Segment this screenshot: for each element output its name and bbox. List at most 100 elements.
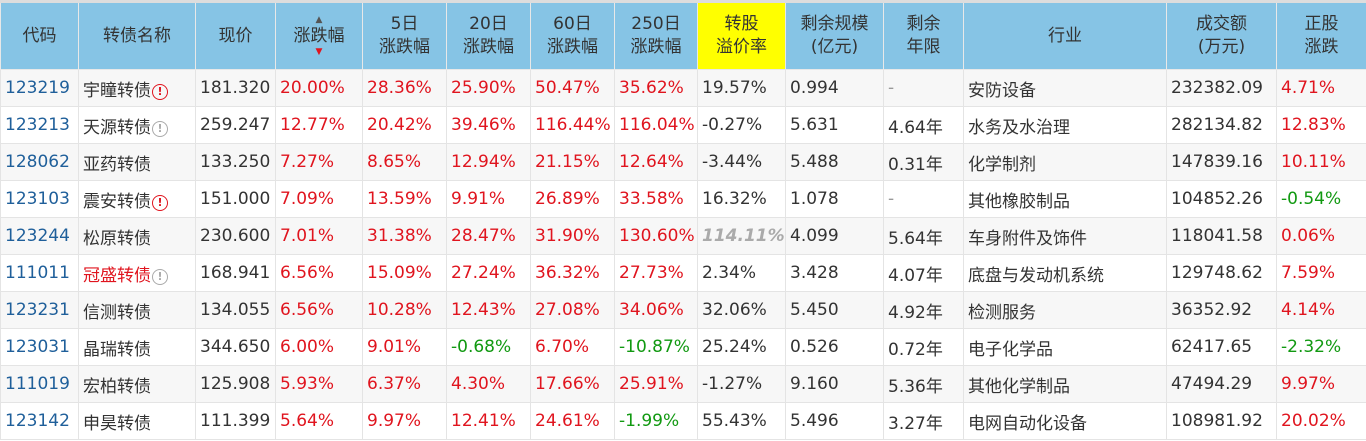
col-5d[interactable]: 5日 涨跌幅	[362, 1, 447, 70]
change-250d: 27.73%	[614, 254, 698, 292]
price: 259.247	[195, 106, 276, 144]
col-change[interactable]: ▲ 涨跌幅 ▼	[275, 1, 363, 70]
bond-code[interactable]: 123231	[0, 291, 79, 329]
table-row[interactable]: 123244 松原转债 230.600 7.01% 31.38% 28.47% 31.90%…	[0, 217, 1366, 255]
col-industry[interactable]: 行业	[963, 1, 1167, 70]
label: 成交额	[1196, 14, 1247, 34]
warning-icon[interactable]: !	[152, 120, 168, 137]
volume: 232382.09	[1166, 69, 1277, 107]
remaining-years: 0.72年	[883, 328, 964, 366]
bond-name-cell[interactable]: 冠盛转债!	[78, 254, 196, 292]
price: 230.600	[195, 217, 276, 255]
bond-code[interactable]: 111011	[0, 254, 79, 292]
sort-desc-icon[interactable]: ▼	[315, 46, 323, 57]
table-row[interactable]: 123219 宇瞳转债! 181.320 20.00% 28.36% 25.90% 50.4…	[0, 69, 1366, 107]
bond-code[interactable]: 123142	[0, 402, 79, 440]
col-volume[interactable]: 成交额 (万元)	[1166, 1, 1277, 70]
bond-code[interactable]: 123103	[0, 180, 79, 218]
col-premium[interactable]: 转股 溢价率	[697, 1, 786, 70]
bond-code[interactable]: 123219	[0, 69, 79, 107]
change-5d: 15.09%	[362, 254, 447, 292]
col-scale[interactable]: 剩余规模 (亿元)	[785, 1, 884, 70]
bond-name-cell[interactable]: 宏柏转债	[78, 365, 196, 403]
col-60d[interactable]: 60日 涨跌幅	[530, 1, 615, 70]
bond-name[interactable]: 亚药转债	[83, 154, 151, 175]
stock-change: -2.32%	[1276, 328, 1366, 366]
label: 涨跌	[1304, 37, 1339, 57]
change-250d: 34.06%	[614, 291, 698, 329]
bond-name-cell[interactable]: 天源转债!	[78, 106, 196, 144]
change-5d: 9.01%	[362, 328, 447, 366]
bond-name-cell[interactable]: 亚药转债	[78, 143, 196, 181]
bond-name[interactable]: 冠盛转债	[83, 265, 151, 286]
industry: 水务及水治理	[963, 106, 1167, 144]
bond-code[interactable]: 123031	[0, 328, 79, 366]
bond-code[interactable]: 123244	[0, 217, 79, 255]
warning-icon[interactable]: !	[152, 268, 168, 285]
stock-change: 0.06%	[1276, 217, 1366, 255]
table-row[interactable]: 123103 震安转债! 151.000 7.09% 13.59% 9.91% 26.89%…	[0, 180, 1366, 218]
col-name[interactable]: 转债名称	[78, 1, 196, 70]
sort-asc-icon[interactable]: ▲	[315, 14, 323, 25]
volume: 36352.92	[1166, 291, 1277, 329]
col-years[interactable]: 剩余 年限	[883, 1, 964, 70]
change: 7.27%	[275, 143, 363, 181]
bond-name[interactable]: 宇瞳转债	[83, 80, 151, 101]
bond-name-cell[interactable]: 申昊转债	[78, 402, 196, 440]
bond-code[interactable]: 123213	[0, 106, 79, 144]
col-20d[interactable]: 20日 涨跌幅	[446, 1, 531, 70]
volume: 129748.62	[1166, 254, 1277, 292]
bond-name[interactable]: 申昊转债	[83, 413, 151, 434]
warning-icon[interactable]: !	[152, 194, 168, 211]
col-price[interactable]: 现价	[195, 1, 276, 70]
price: 181.320	[195, 69, 276, 107]
table-row[interactable]: 111011 冠盛转债! 168.941 6.56% 15.09% 27.24% 36.32…	[0, 254, 1366, 292]
table-row[interactable]: 123213 天源转债! 259.247 12.77% 20.42% 39.46% 116.…	[0, 106, 1366, 144]
header-row: 代码 转债名称 现价 ▲ 涨跌幅 ▼ 5日 涨跌幅 20日 涨跌幅 60日 涨跌幅 250…	[0, 1, 1366, 70]
premium-rate: -1.27%	[697, 365, 786, 403]
bond-name[interactable]: 松原转债	[83, 228, 151, 249]
table-row[interactable]: 123231 信测转债 134.055 6.56% 10.28% 12.43% 27.08%…	[0, 291, 1366, 329]
industry: 安防设备	[963, 69, 1167, 107]
bond-name[interactable]: 宏柏转债	[83, 376, 151, 397]
col-stock-change[interactable]: 正股 涨跌	[1276, 1, 1366, 70]
remaining-scale: 4.099	[785, 217, 884, 255]
remaining-years: 0.31年	[883, 143, 964, 181]
change-60d: 116.44%	[530, 106, 615, 144]
change-20d: 28.47%	[446, 217, 531, 255]
bond-name-cell[interactable]: 宇瞳转债!	[78, 69, 196, 107]
label: 60日	[553, 14, 592, 34]
stock-change: 9.97%	[1276, 365, 1366, 403]
bond-name[interactable]: 信测转债	[83, 302, 151, 323]
bond-name-cell[interactable]: 晶瑞转债	[78, 328, 196, 366]
bond-name[interactable]: 晶瑞转债	[83, 339, 151, 360]
bond-code[interactable]: 128062	[0, 143, 79, 181]
change-60d: 6.70%	[530, 328, 615, 366]
table-row[interactable]: 111019 宏柏转债 125.908 5.93% 6.37% 4.30% 17.66% 25…	[0, 365, 1366, 403]
label: 涨跌幅	[463, 37, 514, 57]
bond-name[interactable]: 震安转债	[83, 191, 151, 212]
col-code[interactable]: 代码	[0, 1, 79, 70]
change-20d: 12.43%	[446, 291, 531, 329]
bond-name-cell[interactable]: 震安转债!	[78, 180, 196, 218]
table-row[interactable]: 123031 晶瑞转债 344.650 6.00% 9.01% -0.68% 6.70% -1…	[0, 328, 1366, 366]
change: 6.56%	[275, 254, 363, 292]
warning-icon[interactable]: !	[152, 83, 168, 100]
remaining-years: 4.64年	[883, 106, 964, 144]
change-250d: 25.91%	[614, 365, 698, 403]
bond-name-cell[interactable]: 信测转债	[78, 291, 196, 329]
industry: 底盘与发动机系统	[963, 254, 1167, 292]
premium-rate: -0.27%	[697, 106, 786, 144]
change: 5.64%	[275, 402, 363, 440]
table-row[interactable]: 128062 亚药转债 133.250 7.27% 8.65% 12.94% 21.15% 1…	[0, 143, 1366, 181]
table-row[interactable]: 123142 申昊转债 111.399 5.64% 9.97% 12.41% 24.61% -…	[0, 402, 1366, 440]
premium-rate: 19.57%	[697, 69, 786, 107]
change: 7.09%	[275, 180, 363, 218]
change-250d: 116.04%	[614, 106, 698, 144]
remaining-years: 5.64年	[883, 217, 964, 255]
bond-code[interactable]: 111019	[0, 365, 79, 403]
col-250d[interactable]: 250日 涨跌幅	[614, 1, 698, 70]
bond-name-cell[interactable]: 松原转债	[78, 217, 196, 255]
bond-name[interactable]: 天源转债	[83, 117, 151, 138]
